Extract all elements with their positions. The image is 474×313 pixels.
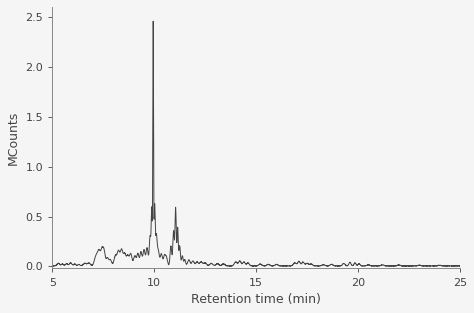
Y-axis label: MCounts: MCounts <box>7 110 20 165</box>
X-axis label: Retention time (min): Retention time (min) <box>191 293 321 306</box>
